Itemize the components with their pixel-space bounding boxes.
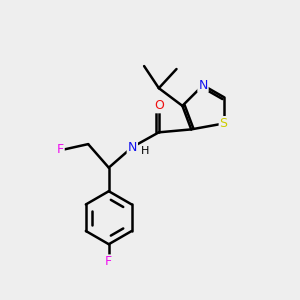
Text: N: N [198,79,208,92]
Text: F: F [57,143,64,157]
Text: F: F [105,255,112,268]
Text: O: O [154,99,164,112]
Text: H: H [140,146,149,156]
Text: S: S [220,117,228,130]
Text: N: N [128,141,137,154]
